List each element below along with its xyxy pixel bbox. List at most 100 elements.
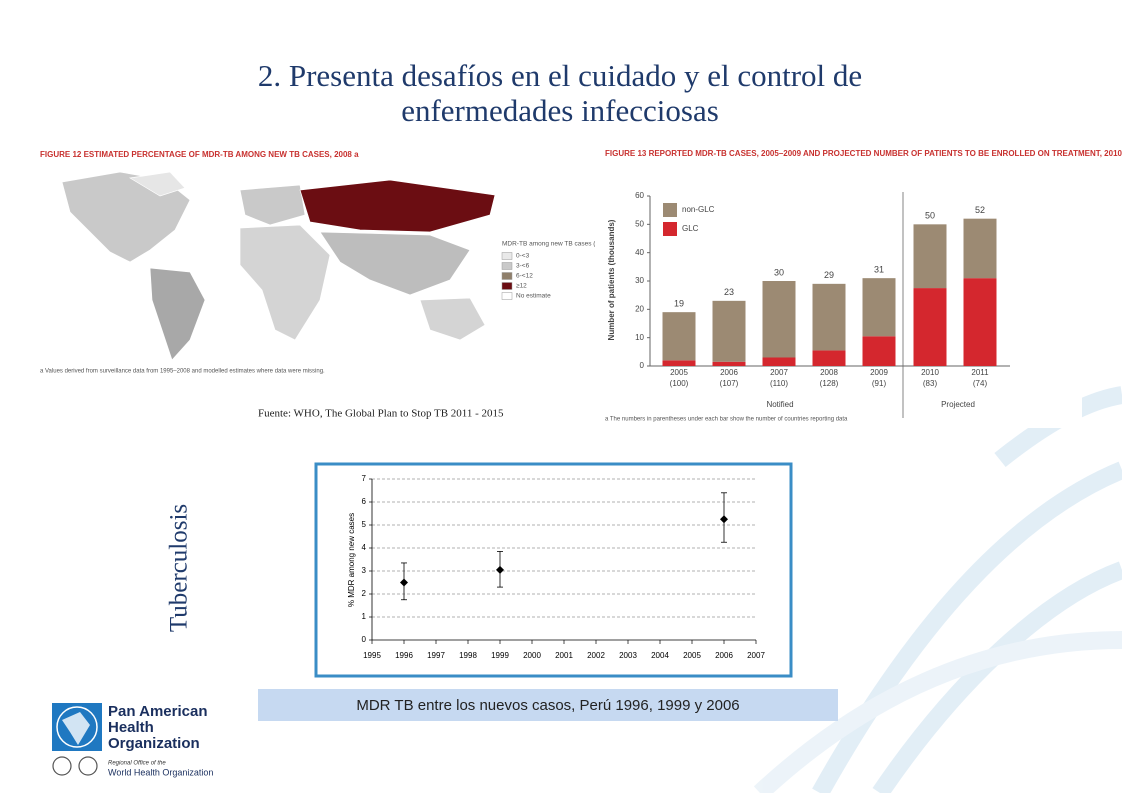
bar-segment [862, 278, 896, 337]
y-tick-label: 3 [362, 566, 367, 575]
logo-subtext: World Health Organization [108, 767, 213, 777]
x-tick-label: 2005 [683, 651, 701, 660]
x-tick-note: (83) [923, 379, 938, 388]
map-legend-swatch [501, 252, 513, 260]
scatter-y-label: % MDR among new cases [347, 513, 356, 607]
scatter-frame [314, 462, 793, 678]
x-tick-label: 2008 [820, 368, 838, 377]
total-label: 30 [774, 267, 784, 277]
caption: MDR TB entre los nuevos casos, Perú 1996… [356, 697, 739, 714]
x-tick-label: 1998 [459, 651, 477, 660]
y-tick-label: 6 [362, 497, 367, 506]
x-tick-note: (128) [820, 379, 839, 388]
europe [239, 184, 306, 226]
x-tick-note: (107) [720, 379, 739, 388]
x-tick-note: (100) [670, 379, 689, 388]
x-tick-label: 2010 [921, 368, 939, 377]
bar-segment [712, 361, 746, 366]
bar-footnote: a The numbers in parentheses under each … [605, 417, 848, 423]
y-tick-label: 2 [362, 589, 367, 598]
map-legend-label: ≥12 [516, 283, 527, 290]
map-legend: MDR-TB among new TB cases (%) [502, 241, 603, 248]
bar-segment [913, 224, 947, 289]
source: Fuente: WHO, The Global Plan to Stop TB … [258, 408, 504, 420]
map-legend-swatch [501, 282, 513, 290]
x-tick-label: 2004 [651, 651, 669, 660]
map-legend-label: No estimate [516, 293, 551, 300]
map-legend-swatch [501, 272, 513, 280]
y-tick-label: 40 [635, 248, 644, 257]
map-legend-swatch [501, 292, 513, 300]
world-map [61, 171, 496, 361]
x-tick-label: 1995 [363, 651, 381, 660]
south-america [149, 267, 206, 361]
background-decor [753, 386, 1122, 793]
y-tick-label: 50 [635, 219, 644, 228]
bar-segment [812, 283, 846, 351]
legend-label: non-GLC [682, 205, 715, 214]
total-label: 19 [674, 299, 684, 309]
bar-segment [662, 360, 696, 366]
x-tick-label: 2011 [971, 368, 989, 377]
legend-swatch [663, 222, 677, 236]
side-label: Tuberculosis [166, 504, 193, 632]
y-tick-label: 5 [362, 520, 367, 529]
logo-subtext: Regional Office of the [108, 761, 166, 767]
map-legend-title: MDR-TB among new TB cases (%) [502, 241, 603, 248]
logo-emblem [52, 756, 72, 776]
x-tick-label: 1999 [491, 651, 509, 660]
bar-segment [762, 357, 796, 366]
bar-segment [862, 336, 896, 366]
group-label: Notified [766, 400, 793, 409]
x-tick-note: (91) [872, 379, 887, 388]
logo: Pan American Health Organization Regiona… [52, 703, 213, 777]
bar-segment [963, 278, 997, 366]
group-label: Projected [941, 400, 975, 409]
map-legend-label: 0-<3 [516, 253, 530, 260]
total-label: 52 [975, 205, 985, 215]
bar-y-label: Number of patients (thousands) [607, 219, 616, 340]
x-tick-label: 2007 [747, 651, 765, 660]
slide-title: 2. Presenta desafíos en el cuidado y el … [257, 58, 863, 128]
x-tick-label: 2000 [523, 651, 541, 660]
x-tick-label: 2001 [555, 651, 573, 660]
logo-text: Health [108, 719, 154, 736]
point [400, 578, 408, 587]
logo-globe-line [56, 706, 98, 748]
logo-text: Organization [108, 735, 200, 752]
y-tick-label: 10 [635, 333, 644, 342]
x-tick-note: (110) [770, 379, 788, 388]
x-tick-label: 2003 [619, 651, 637, 660]
russia [299, 179, 496, 233]
bar-segment [712, 300, 746, 362]
map-footnote: a Values derived from surveillance data … [40, 369, 325, 375]
logo-emblem [78, 756, 98, 776]
map-title: FIGURE 12 ESTIMATED PERCENTAGE OF MDR-TB… [40, 150, 359, 159]
x-tick-note: (74) [973, 379, 988, 388]
bar-segment [662, 312, 696, 361]
bar-segment [963, 218, 997, 279]
total-label: 29 [824, 270, 834, 280]
x-tick-label: 2005 [670, 368, 688, 377]
y-tick-label: 0 [640, 361, 645, 370]
africa [239, 224, 331, 341]
map-legend-label: 6-<12 [516, 273, 533, 280]
y-tick-label: 60 [635, 191, 644, 200]
y-tick-label: 20 [635, 304, 644, 313]
y-tick-label: 4 [362, 543, 367, 552]
map-legend-label: 3-<6 [516, 263, 530, 270]
y-tick-label: 7 [362, 474, 367, 483]
bar-title: FIGURE 13 REPORTED MDR-TB CASES, 2005–20… [605, 149, 1122, 158]
greenland [128, 171, 186, 197]
point [720, 515, 728, 524]
y-tick-label: 0 [362, 635, 367, 644]
x-tick-label: 1997 [427, 651, 445, 660]
y-tick-label: 1 [362, 612, 367, 621]
bar-segment [762, 281, 796, 358]
total-label: 31 [874, 265, 884, 275]
total-label: 50 [925, 211, 935, 221]
x-tick-label: 1996 [395, 651, 413, 660]
legend-label: GLC [682, 224, 699, 233]
